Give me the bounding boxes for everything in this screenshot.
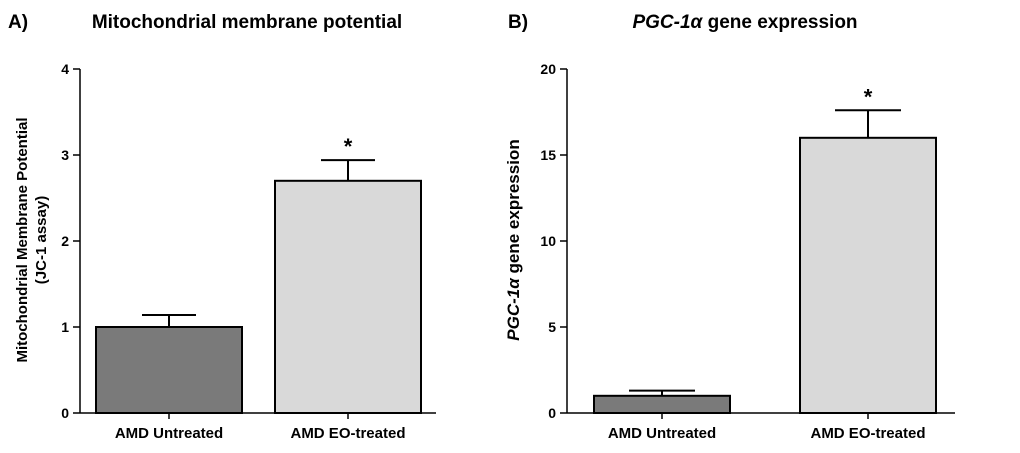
panel-b-category-label: AMD EO-treated: [810, 425, 925, 442]
panel-b-ylabel-rest: gene expression: [504, 139, 523, 278]
panel-b-plot: 0 5 10 15 20 AMD Untreated * AMD EO-treated: [540, 61, 955, 442]
panel-a-significance-marker: *: [344, 134, 353, 159]
panel-b-bar: [799, 136, 937, 415]
panel-b-title-rest: gene expression: [702, 12, 857, 33]
panel-b-y-tick-label: 5: [548, 319, 556, 335]
panel-b-ylabel: PGC-1α gene expression: [504, 139, 523, 340]
panel-a-title: Mitochondrial membrane potential: [92, 12, 402, 33]
panel-a-bar: [95, 326, 243, 414]
panel-a-category-label: AMD EO-treated: [290, 425, 405, 442]
panel-b-title: PGC-1α gene expression: [632, 12, 857, 33]
panel-b-y-tick-label: 20: [540, 61, 556, 77]
panel-b-bar: [593, 394, 731, 414]
panel-b-ylabel-italic: PGC-1α: [504, 277, 523, 341]
panel-a-y-tick-label: 4: [61, 61, 69, 77]
panel-b-significance-marker: *: [864, 84, 873, 109]
panel-a: A) Mitochondrial membrane potential Mito…: [8, 12, 436, 442]
panel-b-y-tick-label: 0: [548, 405, 556, 421]
panel-a-ylabel-line2: (JC-1 assay): [33, 196, 50, 284]
panel-a-y-tick-label: 3: [61, 147, 69, 163]
panel-b-y-tick-label: 15: [540, 147, 556, 163]
panel-a-bar: [274, 179, 422, 414]
panel-b-title-italic: PGC-1α: [632, 12, 703, 33]
panel-a-y-tick-label: 1: [61, 319, 69, 335]
panel-a-ylabel-line1: Mitochondrial Membrane Potential: [14, 117, 31, 362]
panel-b-y-tick-label: 10: [540, 233, 556, 249]
panel-a-y-tick-label: 0: [61, 405, 69, 421]
panel-a-plot: 0 1 2 3 4 AMD Untreated * AMD EO-treated: [61, 61, 436, 442]
panel-b-label: B): [508, 12, 528, 33]
panel-b: B) PGC-1α gene expression PGC-1α gene ex…: [504, 12, 955, 442]
panel-a-category-label: AMD Untreated: [115, 425, 223, 442]
panel-b-category-label: AMD Untreated: [608, 425, 716, 442]
panel-a-y-tick-label: 2: [61, 233, 69, 249]
panel-a-label: A): [8, 12, 28, 33]
